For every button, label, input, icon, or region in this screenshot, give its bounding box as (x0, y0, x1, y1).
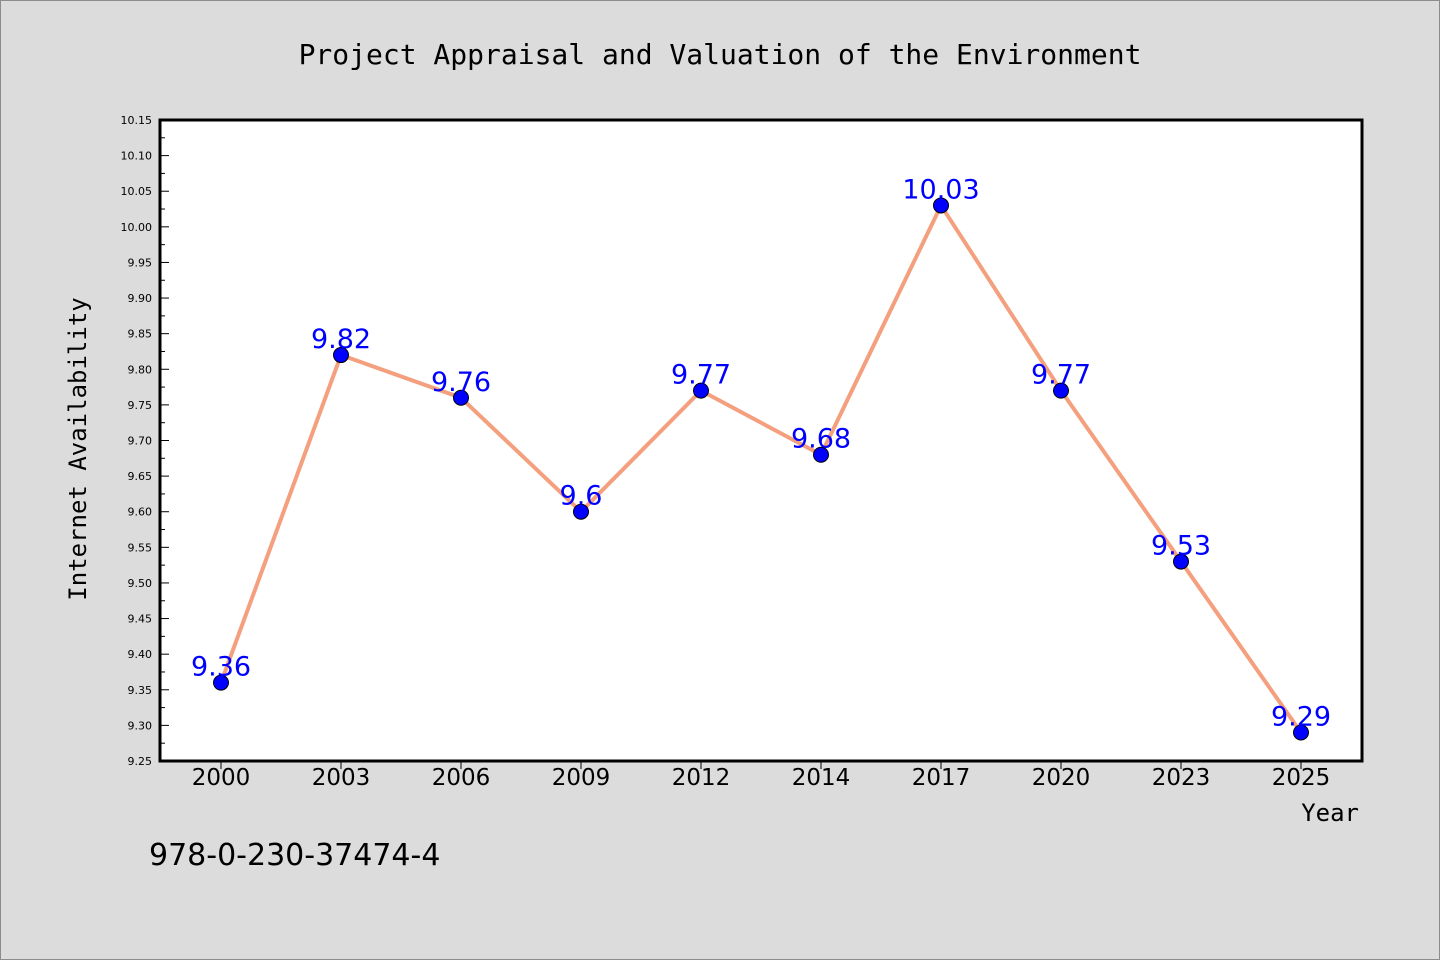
x-axis-label: Year (1301, 799, 1359, 827)
y-axis-ticks: 9.25 9.30 9.35 9.40 9.45 9.50 9.55 9.60 9.65 9.70… (121, 114, 169, 768)
series-line (219, 203, 1303, 734)
x-tick-label: 2003 (312, 765, 371, 791)
y-tick-label: 9.80 (128, 363, 153, 376)
data-labels: 9.36 9.82 9.76 9.6 9.77 9.68 10.03 9.77 9.53 9.29 (191, 174, 1331, 732)
y-tick-label: 9.55 (128, 541, 153, 554)
y-tick-label: 9.30 (128, 719, 153, 732)
x-tick-label: 2000 (192, 765, 251, 791)
x-tick-label: 2014 (792, 765, 851, 791)
y-tick-label: 9.40 (128, 648, 153, 661)
data-label: 9.76 (431, 367, 491, 398)
y-tick-label: 10.00 (121, 221, 153, 234)
data-label: 9.82 (311, 324, 371, 355)
y-tick-label: 9.85 (128, 328, 153, 341)
data-point (213, 674, 229, 691)
data-point (933, 197, 949, 214)
x-tick-label: 2020 (1032, 765, 1091, 791)
y-tick-label: 9.95 (128, 256, 153, 269)
data-label: 9.77 (1031, 360, 1091, 391)
y-tick-label: 10.10 (121, 150, 153, 163)
y-tick-label: 9.60 (128, 506, 153, 519)
y-tick-label: 9.65 (128, 470, 153, 483)
data-point (573, 503, 589, 520)
data-label: 9.29 (1271, 702, 1331, 733)
data-point (453, 389, 469, 406)
y-tick-label: 9.70 (128, 435, 153, 448)
y-tick-label: 9.45 (128, 613, 153, 626)
series-markers (213, 197, 1309, 741)
data-point (1173, 553, 1189, 570)
data-label: 10.03 (902, 174, 979, 205)
x-tick-label: 2012 (672, 765, 731, 791)
data-point (813, 446, 829, 463)
x-tick-label: 2006 (432, 765, 491, 791)
chart-title: Project Appraisal and Valuation of the E… (299, 38, 1142, 71)
plot-area (158, 118, 1364, 763)
x-tick-label: 2023 (1152, 765, 1211, 791)
y-tick-label: 10.05 (121, 185, 153, 198)
x-tick-label: 2017 (912, 765, 971, 791)
data-label: 9.77 (671, 360, 731, 391)
y-tick-label: 9.75 (128, 399, 153, 412)
x-axis-ticks: 2000 2003 2006 2009 2012 2014 2017 2020 2023 2025 (192, 761, 1331, 791)
data-label: 9.68 (791, 424, 851, 455)
data-point (693, 382, 709, 399)
data-label: 9.53 (1151, 531, 1211, 562)
data-point (1293, 724, 1309, 741)
x-tick-label: 2009 (552, 765, 611, 791)
y-axis-label: Internet Availability (64, 297, 92, 600)
y-tick-label: 9.35 (128, 684, 153, 697)
x-tick-label: 2025 (1272, 765, 1331, 791)
y-tick-label: 9.25 (128, 755, 153, 768)
data-point (1053, 382, 1069, 399)
y-tick-label: 9.90 (128, 292, 153, 305)
footer-text: 978-0-230-37474-4 (149, 838, 440, 873)
data-point (333, 347, 349, 364)
data-label: 9.6 (560, 481, 603, 512)
y-tick-label: 9.50 (128, 577, 153, 590)
y-tick-label: 10.15 (121, 114, 153, 127)
data-label: 9.36 (191, 652, 251, 683)
